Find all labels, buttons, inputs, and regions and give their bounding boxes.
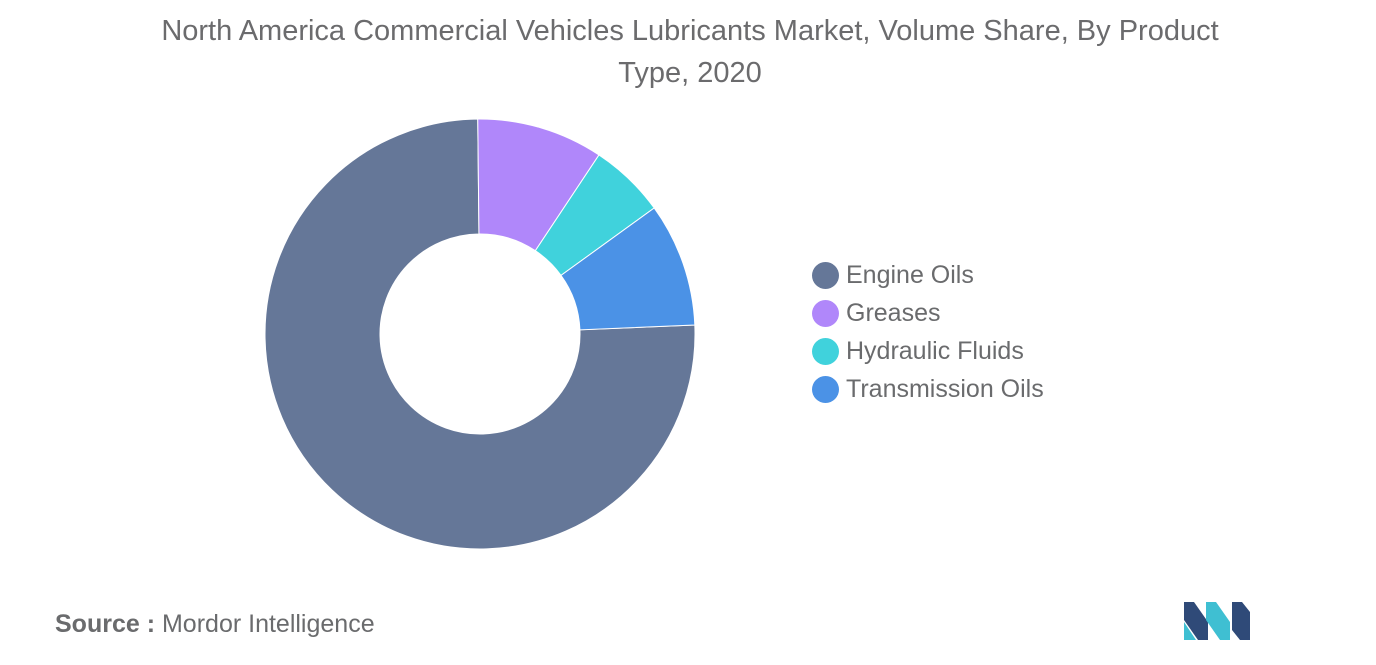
legend-item-hydraulic-fluids[interactable]: Hydraulic Fluids: [812, 332, 1044, 370]
chart-title: North America Commercial Vehicles Lubric…: [161, 15, 1219, 89]
chart-legend: Engine Oils Greases Hydraulic Fluids Tra…: [812, 256, 1044, 408]
logo-shape-right: [1232, 602, 1250, 640]
legend-item-transmission-oils[interactable]: Transmission Oils: [812, 370, 1044, 408]
legend-label: Engine Oils: [846, 260, 974, 289]
legend-item-greases[interactable]: Greases: [812, 294, 1044, 332]
legend-swatch-transmission-oils: [812, 375, 839, 403]
legend-swatch-engine-oils: [812, 261, 839, 289]
legend-item-engine-oils[interactable]: Engine Oils: [812, 256, 1044, 294]
donut-slice-engine-oils[interactable]: [264, 118, 696, 550]
donut-slice-transmission-oils[interactable]: [560, 207, 696, 331]
source-text: Mordor Intelligence: [161, 610, 375, 638]
logo-shape-left: [1184, 602, 1208, 640]
legend-swatch-hydraulic-fluids: [812, 337, 839, 365]
logo-shape-middle: [1206, 602, 1230, 640]
mordor-intelligence-logo-icon: [1184, 602, 1250, 640]
source-prefix: Source :: [55, 610, 156, 638]
logo-shape-left-accent: [1184, 622, 1196, 640]
legend-swatch-greases: [812, 299, 839, 327]
source-credit: Source : Mordor Intelligence: [55, 610, 375, 639]
legend-label: Greases: [846, 298, 941, 327]
legend-label: Hydraulic Fluids: [846, 336, 1024, 365]
legend-label: Transmission Oils: [846, 374, 1044, 403]
